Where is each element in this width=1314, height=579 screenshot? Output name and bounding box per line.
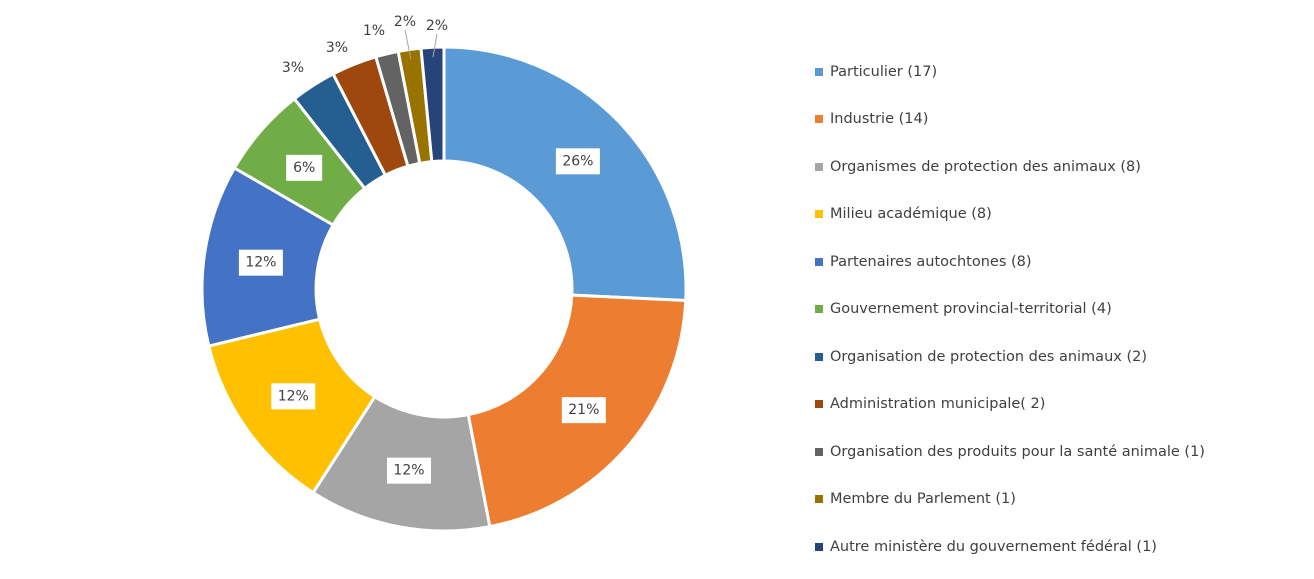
legend-item: Organisation des produits pour la santé … (815, 428, 1205, 476)
legend-label: Partenaires autochtones (8) (830, 253, 1032, 270)
data-label-box-1 (555, 148, 600, 175)
legend-item: Gouvernement provincial-territorial (4) (815, 286, 1205, 334)
legend-label: Membre du Parlement (1) (830, 491, 1016, 508)
data-label-9: 1% (363, 23, 385, 39)
legend-swatch (815, 542, 823, 551)
chart-legend: Particulier (17) Industrie (14) Organismes… (815, 48, 1205, 571)
data-label-11: 2% (426, 18, 448, 34)
data-label-box-3 (386, 457, 431, 484)
slice-11 (419, 45, 446, 164)
legend-item: Autre ministère du gouvernement fédéral … (815, 523, 1205, 571)
leader-line-11 (432, 33, 438, 58)
data-label-1: 26% (562, 153, 593, 169)
legend-item: Organisation de protection des animaux (… (815, 333, 1205, 381)
legend-swatch (815, 162, 823, 171)
legend-swatch (815, 210, 823, 219)
legend-label: Milieu académique (8) (830, 206, 992, 223)
legend-swatch (815, 115, 823, 124)
legend-swatch (815, 352, 823, 361)
legend-label: Organisation des produits pour la santé … (830, 443, 1205, 460)
legend-label: Industrie (14) (830, 111, 929, 128)
legend-swatch (815, 257, 823, 266)
legend-item: Particulier (17) (815, 48, 1205, 96)
data-label-8: 3% (326, 40, 348, 56)
legend-label: Organisation de protection des animaux (… (830, 348, 1147, 365)
data-label-box-6 (286, 154, 323, 181)
legend-item: Membre du Parlement (1) (815, 476, 1205, 524)
data-label-box-2 (561, 397, 606, 424)
chart-data-labels: 26% 21% 12% 12% 12% 6% 3% 3% 1% 2% 2% (238, 14, 606, 484)
legend-swatch (815, 400, 823, 409)
data-label-5: 12% (245, 255, 276, 271)
legend-label: Administration municipale( 2) (830, 396, 1046, 413)
data-label-box-5 (238, 249, 283, 276)
legend-item: Partenaires autochtones (8) (815, 238, 1205, 286)
legend-swatch (815, 447, 823, 456)
data-label-3: 12% (393, 463, 424, 479)
data-label-4: 12% (278, 388, 309, 404)
legend-item: Organismes de protection des animaux (8) (815, 143, 1205, 191)
data-label-box-4 (271, 383, 316, 410)
legend-item: Industrie (14) (815, 96, 1205, 144)
legend-swatch (815, 305, 823, 314)
legend-label: Autre ministère du gouvernement fédéral … (830, 538, 1157, 555)
data-label-2: 21% (568, 402, 599, 418)
legend-label: Particulier (17) (830, 63, 938, 80)
legend-label: Organismes de protection des animaux (8) (830, 158, 1141, 175)
chart-slices (200, 45, 688, 533)
legend-swatch (815, 495, 823, 504)
data-label-7: 3% (282, 60, 304, 76)
legend-label: Gouvernement provincial-territorial (4) (830, 301, 1112, 318)
data-label-6: 6% (293, 160, 315, 176)
legend-item: Administration municipale( 2) (815, 381, 1205, 429)
legend-swatch (815, 67, 823, 76)
legend-item: Milieu académique (8) (815, 191, 1205, 239)
leader-line-10 (404, 29, 412, 60)
data-label-10: 2% (394, 14, 416, 30)
